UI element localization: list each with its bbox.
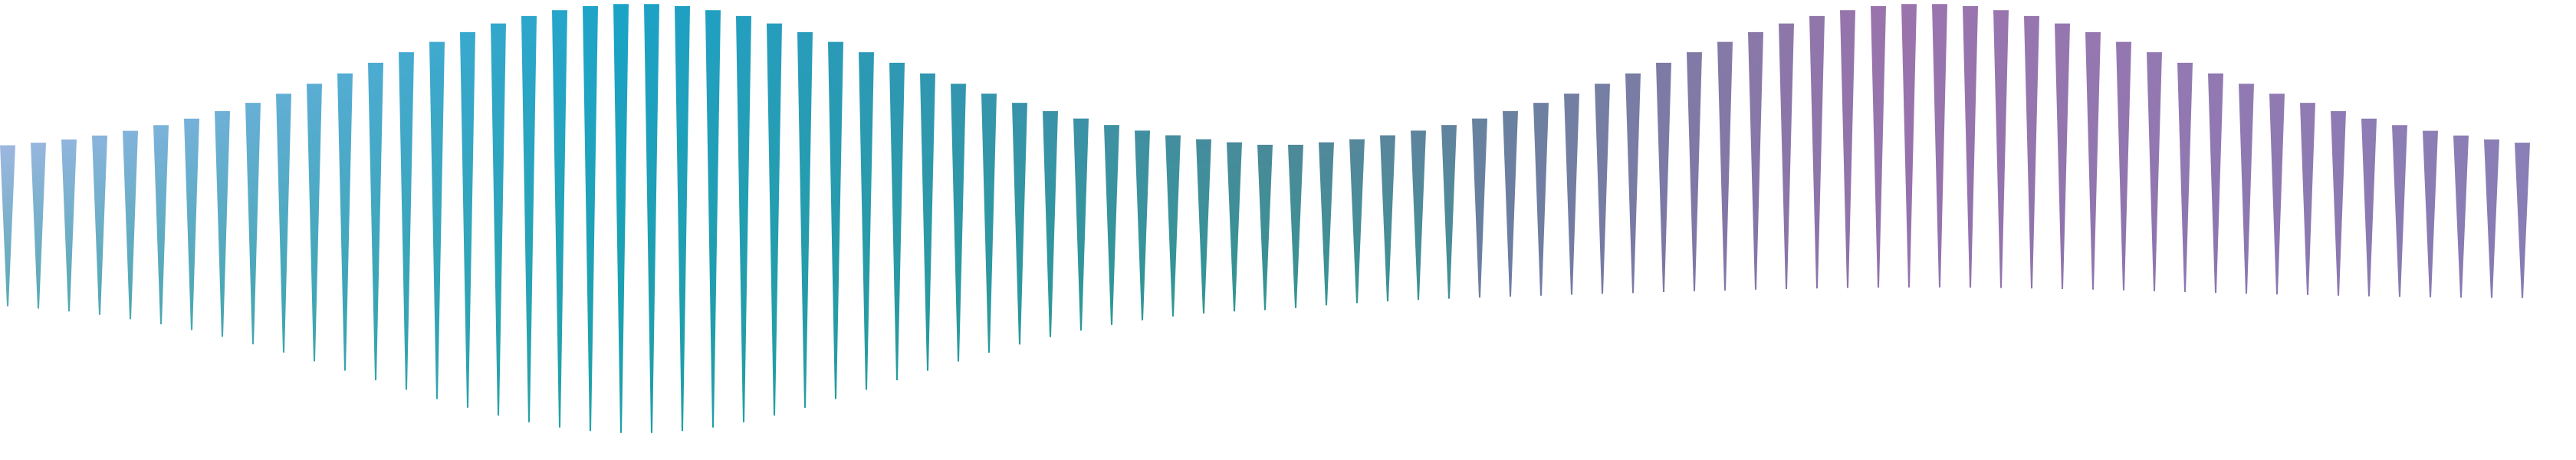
wave-spike <box>2024 15 2039 289</box>
wave-spike <box>1687 52 1702 291</box>
wave-spike <box>1288 144 1303 308</box>
wave-spike <box>1840 10 1855 288</box>
wave-spike <box>1809 15 1825 289</box>
wave-spike <box>61 139 77 312</box>
wave-spike <box>1779 23 1794 289</box>
wave-spike <box>1012 103 1027 345</box>
wave-spike <box>2208 73 2223 294</box>
wave-spike <box>0 145 15 307</box>
wave-spike <box>2085 31 2101 290</box>
wave-spike <box>2361 118 2377 297</box>
wave-spike <box>1043 110 1058 337</box>
wave-spike <box>613 4 629 433</box>
wave-spike <box>1595 84 1610 294</box>
wave-spike <box>920 73 935 371</box>
wave-spike <box>123 130 138 320</box>
wave-spike <box>1441 125 1457 299</box>
wave-spike <box>1748 31 1763 290</box>
wave-spike <box>859 52 874 390</box>
wave-spike <box>767 23 782 416</box>
wave-spike <box>184 118 199 330</box>
wave-spike <box>521 15 537 422</box>
wave-spike <box>1533 103 1549 296</box>
wave-spike <box>2147 52 2162 291</box>
wave-spike <box>399 52 414 390</box>
wave-spike <box>1963 6 1978 288</box>
wave-spike <box>1503 110 1518 297</box>
wave-spike <box>215 111 230 337</box>
wave-spike <box>2453 135 2469 298</box>
wave-spike <box>2116 41 2131 291</box>
wave-spike <box>153 125 169 324</box>
wave-spike <box>245 103 261 345</box>
wave-spike <box>1319 142 1334 306</box>
wave-spike <box>552 10 567 428</box>
wave-spike <box>644 4 659 433</box>
wave-spike <box>429 41 445 399</box>
wave-spike <box>675 6 690 432</box>
wave-spike <box>2300 103 2315 295</box>
wave-spike <box>307 84 322 362</box>
wave-spike <box>583 6 598 432</box>
wave-spike <box>1196 139 1211 314</box>
wave-spike <box>2269 94 2285 294</box>
wave-spike <box>1073 118 1089 331</box>
wave-spike <box>1932 4 1947 288</box>
wave-spike <box>92 135 107 315</box>
wave-spike <box>1472 118 1487 298</box>
wave-spike <box>2392 125 2407 297</box>
wave-spike <box>1135 130 1150 320</box>
wave-spike <box>1625 73 1641 294</box>
wave-spike <box>276 94 291 353</box>
wave-spike <box>981 94 997 353</box>
wave-spike <box>1656 62 1671 293</box>
wave-spike <box>2331 111 2346 296</box>
wave-spike <box>1901 4 1917 288</box>
wave-spike <box>1871 6 1886 288</box>
wave-spike <box>2423 130 2438 297</box>
wave-spike <box>1349 139 1365 304</box>
wave-spike <box>1380 135 1395 302</box>
wave-spike <box>1993 10 2009 288</box>
wave-spike <box>2177 62 2193 292</box>
wave-spike <box>491 23 506 416</box>
wave-spike <box>1717 41 1733 291</box>
wave-spike <box>828 41 843 399</box>
wave-spike <box>31 143 46 309</box>
wave-spike <box>736 15 751 422</box>
wave-spike <box>460 31 475 408</box>
wave-spike <box>1165 135 1181 317</box>
wave-spike <box>1227 142 1242 312</box>
wave-spike <box>797 31 813 408</box>
wave-spike <box>1411 130 1426 301</box>
wave-spike <box>368 62 383 381</box>
wave-spike <box>2515 143 2530 298</box>
spike-group <box>0 4 2530 433</box>
wave-spike <box>705 10 721 428</box>
wave-spike <box>1257 144 1273 310</box>
wave-spike <box>951 84 966 362</box>
wave-spike <box>1564 94 1579 295</box>
wave-spike <box>337 73 353 371</box>
wave-spike <box>889 62 905 381</box>
wave-spike <box>2484 139 2499 298</box>
wave-spike <box>1104 125 1119 325</box>
wave-spike <box>2055 23 2070 289</box>
wave-spike <box>2239 84 2254 294</box>
